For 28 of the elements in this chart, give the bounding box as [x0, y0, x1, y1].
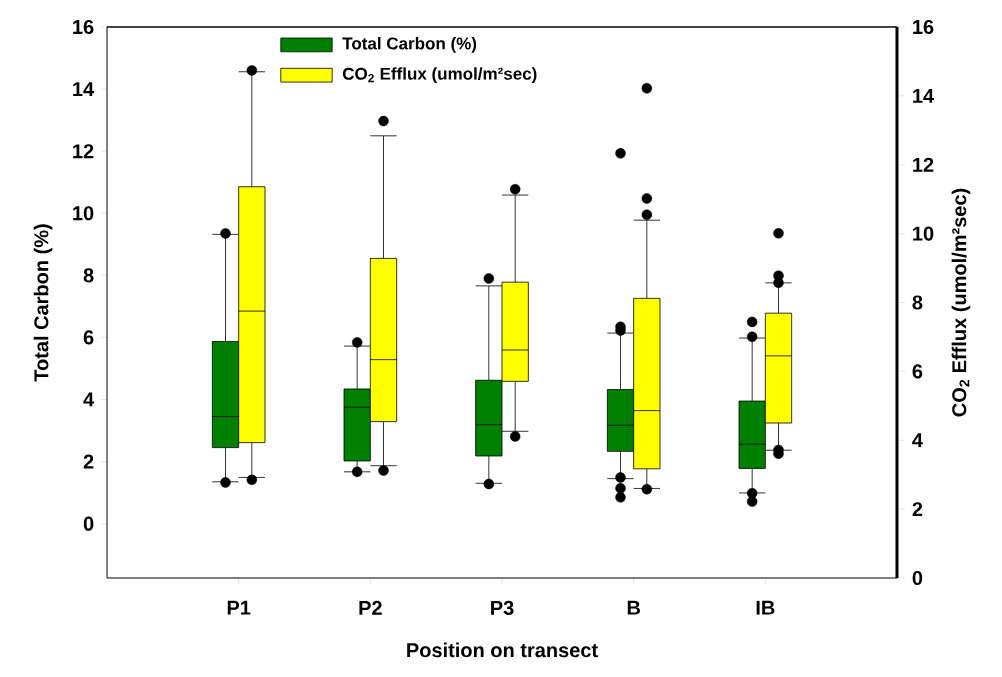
- y2-tick-label: 14: [913, 88, 934, 103]
- y2-tick-label: 2: [912, 502, 923, 517]
- y-tick-label: 12: [73, 144, 94, 159]
- y-tick-label: 8: [83, 268, 94, 283]
- y2-axis-title: CO$_{2}$ Efflux (umol/m²sec): [951, 188, 971, 417]
- y-tick-label: 10: [73, 206, 94, 221]
- y2-tick-label: 0: [912, 570, 923, 586]
- x-tick-label: IB: [756, 600, 775, 615]
- y-tick-label: 16: [73, 19, 94, 35]
- x-tick-label: P2: [359, 600, 382, 615]
- y-tick-label: 2: [83, 454, 94, 469]
- y2-tick-label: 12: [913, 157, 934, 172]
- x-tick-label: P3: [491, 600, 514, 616]
- y2-tick-label: 16: [913, 19, 934, 35]
- y2-tick-label: 10: [913, 226, 934, 241]
- x-axis-title: Position on transect: [407, 642, 598, 658]
- y2-tick-label: 8: [912, 295, 923, 310]
- x-tick-label: P1: [227, 600, 251, 615]
- y-tick-label: 4: [83, 392, 95, 407]
- y-tick-label: 0: [83, 516, 94, 531]
- x-tick-label: B: [627, 600, 640, 615]
- y2-tick-label: 4: [912, 433, 923, 448]
- y2-tick-label: 6: [912, 364, 923, 379]
- y-axis-title: Total Carbon (%): [33, 224, 53, 382]
- legend-label: CO$_{2}$ Efflux (umol/m²sec): [342, 67, 537, 84]
- y-tick-label: 6: [83, 330, 94, 345]
- legend-label: Total Carbon (%): [342, 36, 477, 53]
- y-tick-label: 14: [73, 82, 95, 96]
